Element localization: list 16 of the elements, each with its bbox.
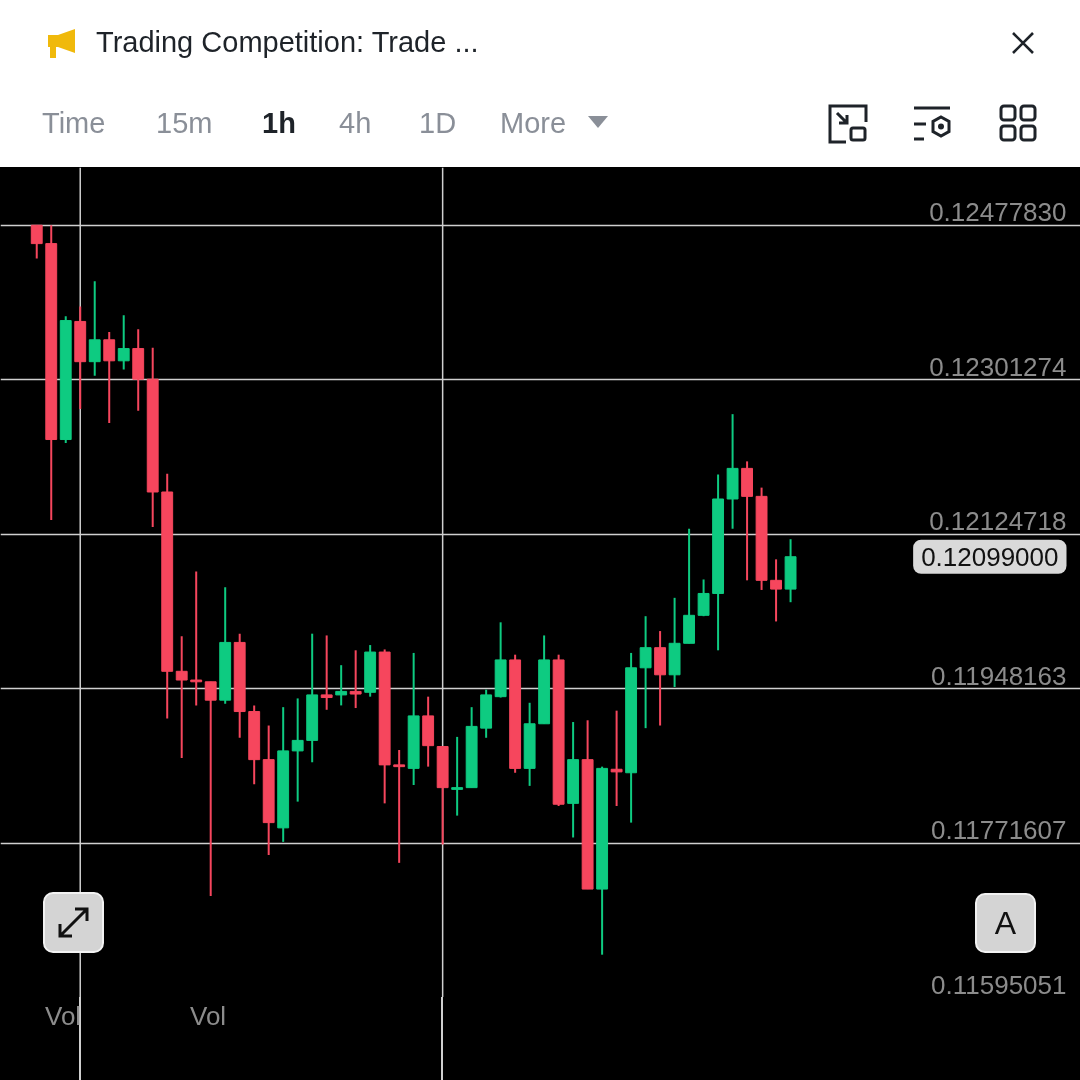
text: Time <box>42 107 106 140</box>
text: 4h <box>339 107 372 140</box>
text: More <box>500 107 567 140</box>
y-tick-label: 0.11595051 <box>931 969 1067 1000</box>
text: A <box>975 893 1036 953</box>
text: Vol <box>190 1001 227 1032</box>
y-tick-label: 0.12124718 <box>929 506 1067 537</box>
text: 0.12099000 <box>921 541 1059 572</box>
chart-title: Trading Competition: Trade ... <box>96 26 479 59</box>
y-tick-label: 0.12477830 <box>929 197 1067 228</box>
text: 1D <box>419 107 457 140</box>
y-tick-label: 0.11948163 <box>931 660 1067 691</box>
y-tick-label: 0.12301274 <box>929 351 1067 382</box>
text: 15m <box>156 107 213 140</box>
y-tick-label: 0.11771607 <box>931 815 1067 846</box>
text: 1h <box>262 107 296 140</box>
